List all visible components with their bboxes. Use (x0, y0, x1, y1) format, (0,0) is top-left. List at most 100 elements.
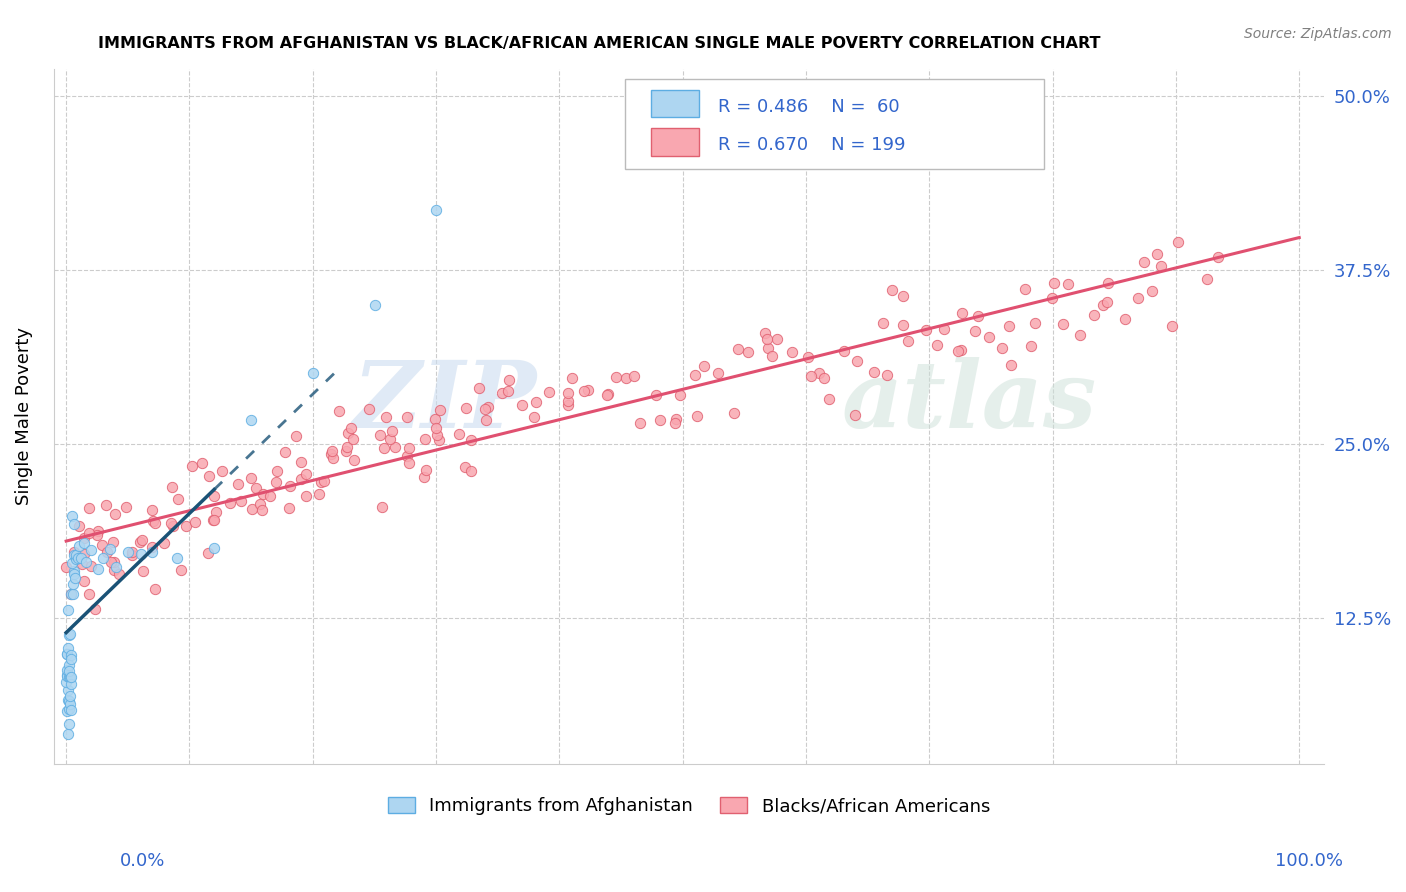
Point (198, 468, 221, 483)
Point (693, 359, 716, 373)
Point (475, 413, 498, 427)
Point (335, 444, 357, 458)
Text: R = 0.486    N =  60: R = 0.486 N = 60 (718, 98, 900, 117)
Point (337, 426, 360, 441)
Point (62, 587, 84, 601)
Point (72, 536, 94, 550)
Point (672, 104, 695, 119)
Point (170, 564, 193, 578)
Point (202, 489, 225, 503)
Point (228, 477, 250, 491)
Point (62, 576, 84, 591)
Point (56, 640, 79, 655)
Point (87, 524, 110, 538)
Point (58, 664, 80, 678)
Point (524, 394, 547, 409)
Point (998, 318, 1021, 333)
Point (378, 432, 401, 446)
Point (1146, 247, 1168, 261)
Point (561, 371, 583, 385)
Point (58, 717, 80, 731)
Point (321, 443, 343, 458)
Point (60, 509, 83, 524)
Point (623, 368, 645, 383)
Point (86, 562, 108, 576)
Point (1095, 295, 1118, 310)
Point (239, 413, 262, 427)
Point (94, 498, 117, 512)
Point (141, 503, 163, 517)
Point (737, 344, 759, 359)
Point (132, 564, 155, 578)
Point (166, 551, 188, 566)
Point (384, 440, 406, 454)
Point (62, 544, 84, 558)
Point (862, 365, 884, 379)
Point (370, 500, 392, 514)
Point (340, 421, 363, 435)
Point (58, 658, 80, 673)
Point (1014, 282, 1036, 296)
Point (60, 652, 83, 666)
Point (145, 516, 167, 530)
Point (314, 475, 336, 489)
Text: 0.0%: 0.0% (120, 852, 165, 870)
Point (491, 386, 513, 401)
Point (60, 586, 83, 600)
Point (754, 326, 776, 340)
Point (184, 515, 207, 529)
Point (706, 367, 728, 381)
Point (447, 426, 470, 441)
Point (63, 571, 86, 585)
Point (963, 325, 986, 339)
Point (426, 427, 449, 442)
Point (191, 456, 214, 470)
Point (880, 283, 903, 297)
Point (756, 341, 779, 355)
Point (1160, 319, 1182, 334)
Point (280, 479, 302, 493)
Point (121, 545, 143, 559)
Point (415, 463, 437, 477)
Point (1057, 277, 1080, 292)
Point (966, 309, 988, 323)
Point (90, 538, 112, 552)
Point (73, 547, 96, 561)
Point (59, 648, 82, 662)
Point (950, 306, 973, 320)
Point (645, 387, 668, 401)
Point (229, 494, 252, 508)
Text: Source: ZipAtlas.com: Source: ZipAtlas.com (1244, 27, 1392, 41)
Point (58, 694, 80, 708)
Point (77, 500, 100, 515)
Point (1069, 327, 1091, 342)
Point (523, 409, 546, 424)
Point (100, 554, 122, 568)
Point (56, 727, 79, 741)
Point (79, 586, 101, 600)
Point (141, 545, 163, 559)
Point (1195, 272, 1218, 286)
Text: IMMIGRANTS FROM AFGHANISTAN VS BLACK/AFRICAN AMERICAN SINGLE MALE POVERTY CORREL: IMMIGRANTS FROM AFGHANISTAN VS BLACK/AFR… (98, 36, 1101, 51)
Point (342, 433, 364, 447)
Point (813, 370, 835, 384)
Point (202, 513, 225, 527)
Point (245, 481, 267, 495)
Y-axis label: Single Male Poverty: Single Male Poverty (15, 327, 32, 505)
Point (496, 384, 519, 398)
Point (375, 410, 398, 425)
Point (58, 702, 80, 716)
Point (683, 368, 706, 382)
Point (56, 663, 79, 677)
Point (1000, 359, 1022, 373)
Point (761, 349, 783, 363)
Point (429, 403, 451, 417)
Point (59, 697, 82, 711)
Point (991, 341, 1014, 355)
Point (557, 398, 579, 412)
Point (425, 203, 447, 218)
FancyBboxPatch shape (651, 128, 699, 156)
Point (153, 535, 176, 549)
Point (415, 433, 437, 447)
Point (104, 560, 127, 574)
